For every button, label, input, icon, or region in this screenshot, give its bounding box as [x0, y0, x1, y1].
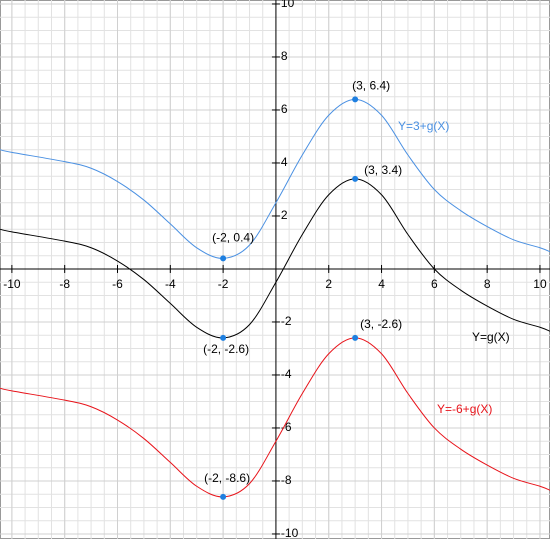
y-tick-label: -6 [281, 420, 292, 434]
x-tick-label: -6 [112, 277, 123, 291]
y-tick-label: 4 [281, 155, 288, 169]
point [220, 255, 227, 262]
y-tick-label: -2 [281, 314, 292, 328]
point-label: (-2, 0.4) [212, 231, 254, 245]
point-label: (3, 6.4) [352, 79, 390, 93]
x-tick-label: 4 [378, 277, 385, 291]
line [0, 337, 550, 498]
point-label: (3, -2.6) [360, 317, 402, 331]
line [0, 178, 550, 339]
x-tick-label: 10 [533, 277, 547, 291]
x-tick-label: 6 [431, 277, 438, 291]
point-label: (3, 3.4) [364, 163, 402, 177]
x-tick-label: -2 [218, 277, 229, 291]
point-label: (-2, -2.6) [203, 342, 249, 356]
y-tick-label: -10 [281, 526, 299, 539]
point [352, 96, 359, 103]
y-tick-label: 2 [281, 208, 288, 222]
y-tick-label: 8 [281, 49, 288, 63]
point [352, 334, 359, 341]
point [220, 334, 227, 341]
x-tick-label: 2 [325, 277, 332, 291]
point [220, 493, 227, 500]
x-tick-label: -8 [59, 277, 70, 291]
point-label: (-2, -8.6) [204, 471, 250, 485]
legend-label: Y=-6+g(X) [437, 402, 492, 416]
y-tick-label: 10 [281, 0, 295, 10]
x-tick-label: -10 [3, 277, 21, 291]
y-tick-label: -4 [281, 367, 292, 381]
y-tick-label: 6 [281, 102, 288, 116]
y-tick-label: -8 [281, 473, 292, 487]
x-tick-label: 8 [484, 277, 491, 291]
x-tick-label: -4 [165, 277, 176, 291]
legend-label: Y=3+g(X) [398, 119, 449, 133]
legend-label: Y=g(X) [472, 330, 510, 344]
point [352, 175, 359, 182]
line [0, 98, 550, 259]
